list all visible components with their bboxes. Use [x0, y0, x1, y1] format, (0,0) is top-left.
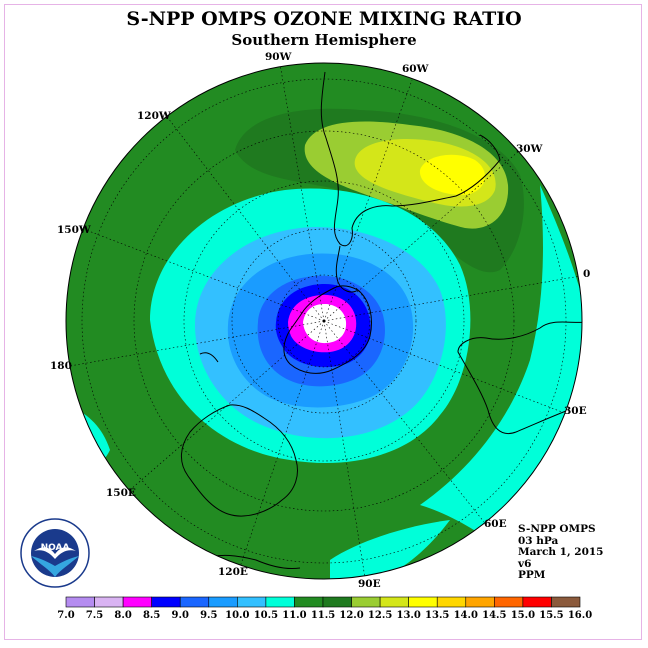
info-version: v6	[518, 557, 532, 570]
colorbar-swatch	[408, 596, 438, 608]
meridian-180	[69, 320, 325, 367]
colorbar-swatch	[122, 596, 152, 608]
lon-label-180: 180	[50, 360, 72, 372]
colorbar-tick-label: 15.0	[511, 610, 535, 621]
meridian-120e	[239, 320, 325, 568]
coast-antarctica	[283, 285, 372, 374]
colorbar-swatch	[208, 596, 238, 608]
lat-circle-70	[231, 228, 417, 414]
info-date: March 1, 2015	[518, 546, 604, 558]
colorbar-tick-label: 15.5	[539, 610, 563, 621]
colorbar-swatch	[237, 596, 267, 608]
meridian-30w	[323, 149, 521, 322]
field-rim-cyan-s	[330, 520, 450, 579]
colorbar-swatch	[322, 596, 352, 608]
field-7-5	[303, 304, 347, 344]
meridian-120w	[167, 117, 325, 322]
info-level: 03 hPa	[518, 534, 559, 547]
lon-label-30e: 30E	[564, 405, 587, 417]
colorbar-tick-label: 7.5	[86, 610, 103, 621]
lon-label-120w: 120W	[137, 110, 171, 122]
colorbar-tick-label: 13.5	[425, 610, 449, 621]
colorbar-swatch	[379, 596, 409, 608]
colorbar-tick-label: 10.0	[225, 610, 249, 621]
colorbar-tick-label: 7.0	[57, 610, 74, 621]
coast-new-zealand	[199, 352, 219, 363]
lon-label-90e: 90E	[358, 578, 381, 590]
colorbar-swatch	[294, 596, 324, 608]
lon-label-60e: 60E	[484, 518, 507, 530]
info-block: S-NPP OMPS 03 hPa March 1, 2015 v6 PPM	[518, 523, 604, 582]
colorbar-swatch	[465, 596, 495, 608]
colorbar-tick-label: 14.5	[482, 610, 506, 621]
colorbar-tick-label: 9.0	[172, 610, 189, 621]
coast-australia	[181, 404, 298, 517]
colorbar-tick-label: 8.5	[143, 610, 160, 621]
meridian-150e	[129, 320, 325, 491]
coast-africa	[457, 321, 582, 434]
meridian-30e	[323, 320, 563, 413]
colorbar-swatch	[65, 596, 95, 608]
info-units: PPM	[518, 569, 546, 581]
meridian-0	[323, 275, 581, 322]
info-instrument: S-NPP OMPS	[518, 523, 596, 535]
lat-circle-60	[183, 180, 465, 462]
colorbar-swatch	[265, 596, 295, 608]
lon-label-150e: 150E	[106, 487, 136, 499]
colorbar-swatch	[522, 596, 552, 608]
colorbar-swatch	[351, 596, 381, 608]
colorbar-swatch	[551, 596, 581, 608]
lon-label-60w: 60W	[402, 63, 429, 75]
field-13-0	[419, 154, 486, 195]
graticule	[69, 63, 581, 579]
logo-wordmark: NOAA	[41, 543, 70, 553]
map-border	[65, 62, 583, 580]
map-subtitle: Southern Hemisphere	[231, 31, 417, 49]
meridian-90w	[279, 63, 325, 322]
colorbar-tick-label: 10.5	[254, 610, 278, 621]
lat-circle-50	[133, 130, 515, 512]
figure-frame	[4, 4, 642, 640]
map-title: S-NPP OMPS OZONE MIXING RATIO	[126, 8, 522, 30]
colorbar-swatch	[494, 596, 524, 608]
coast-south-america	[320, 71, 501, 247]
colorbar-swatch	[179, 596, 210, 608]
colorbar-tick-label: 14.0	[454, 610, 478, 621]
lon-label-0: 0	[583, 268, 591, 280]
meridian-60e	[323, 320, 485, 523]
lon-label-30w: 30W	[516, 143, 543, 155]
lon-label-120e: 120E	[218, 566, 248, 578]
noaa-logo: NOAA	[20, 518, 90, 588]
colorbar-swatch	[436, 596, 467, 608]
lat-circle-80	[277, 274, 371, 368]
lon-label-90w: 90W	[265, 51, 292, 63]
colorbar-tick-label: 12.5	[368, 610, 392, 621]
colorbar-tick-label: 12.0	[339, 610, 363, 621]
colorbar-tick-label: 9.5	[200, 610, 217, 621]
colorbar-tick-label: 11.0	[282, 610, 306, 621]
colorbar-swatch	[151, 596, 181, 608]
colorbar-swatch	[94, 596, 124, 608]
meridian-90e	[323, 320, 366, 579]
pole-marker	[322, 319, 326, 323]
meridian-60w	[323, 79, 413, 322]
lon-label-150w: 150W	[57, 224, 91, 236]
colorbar-tick-label: 13.0	[396, 610, 420, 621]
colorbar-tick-label: 11.5	[311, 610, 335, 621]
meridian-150w	[85, 229, 325, 322]
colorbar-tick-label: 8.0	[114, 610, 131, 621]
lat-circle-40	[81, 78, 567, 564]
colorbar-tick-label: 16.0	[568, 610, 592, 621]
